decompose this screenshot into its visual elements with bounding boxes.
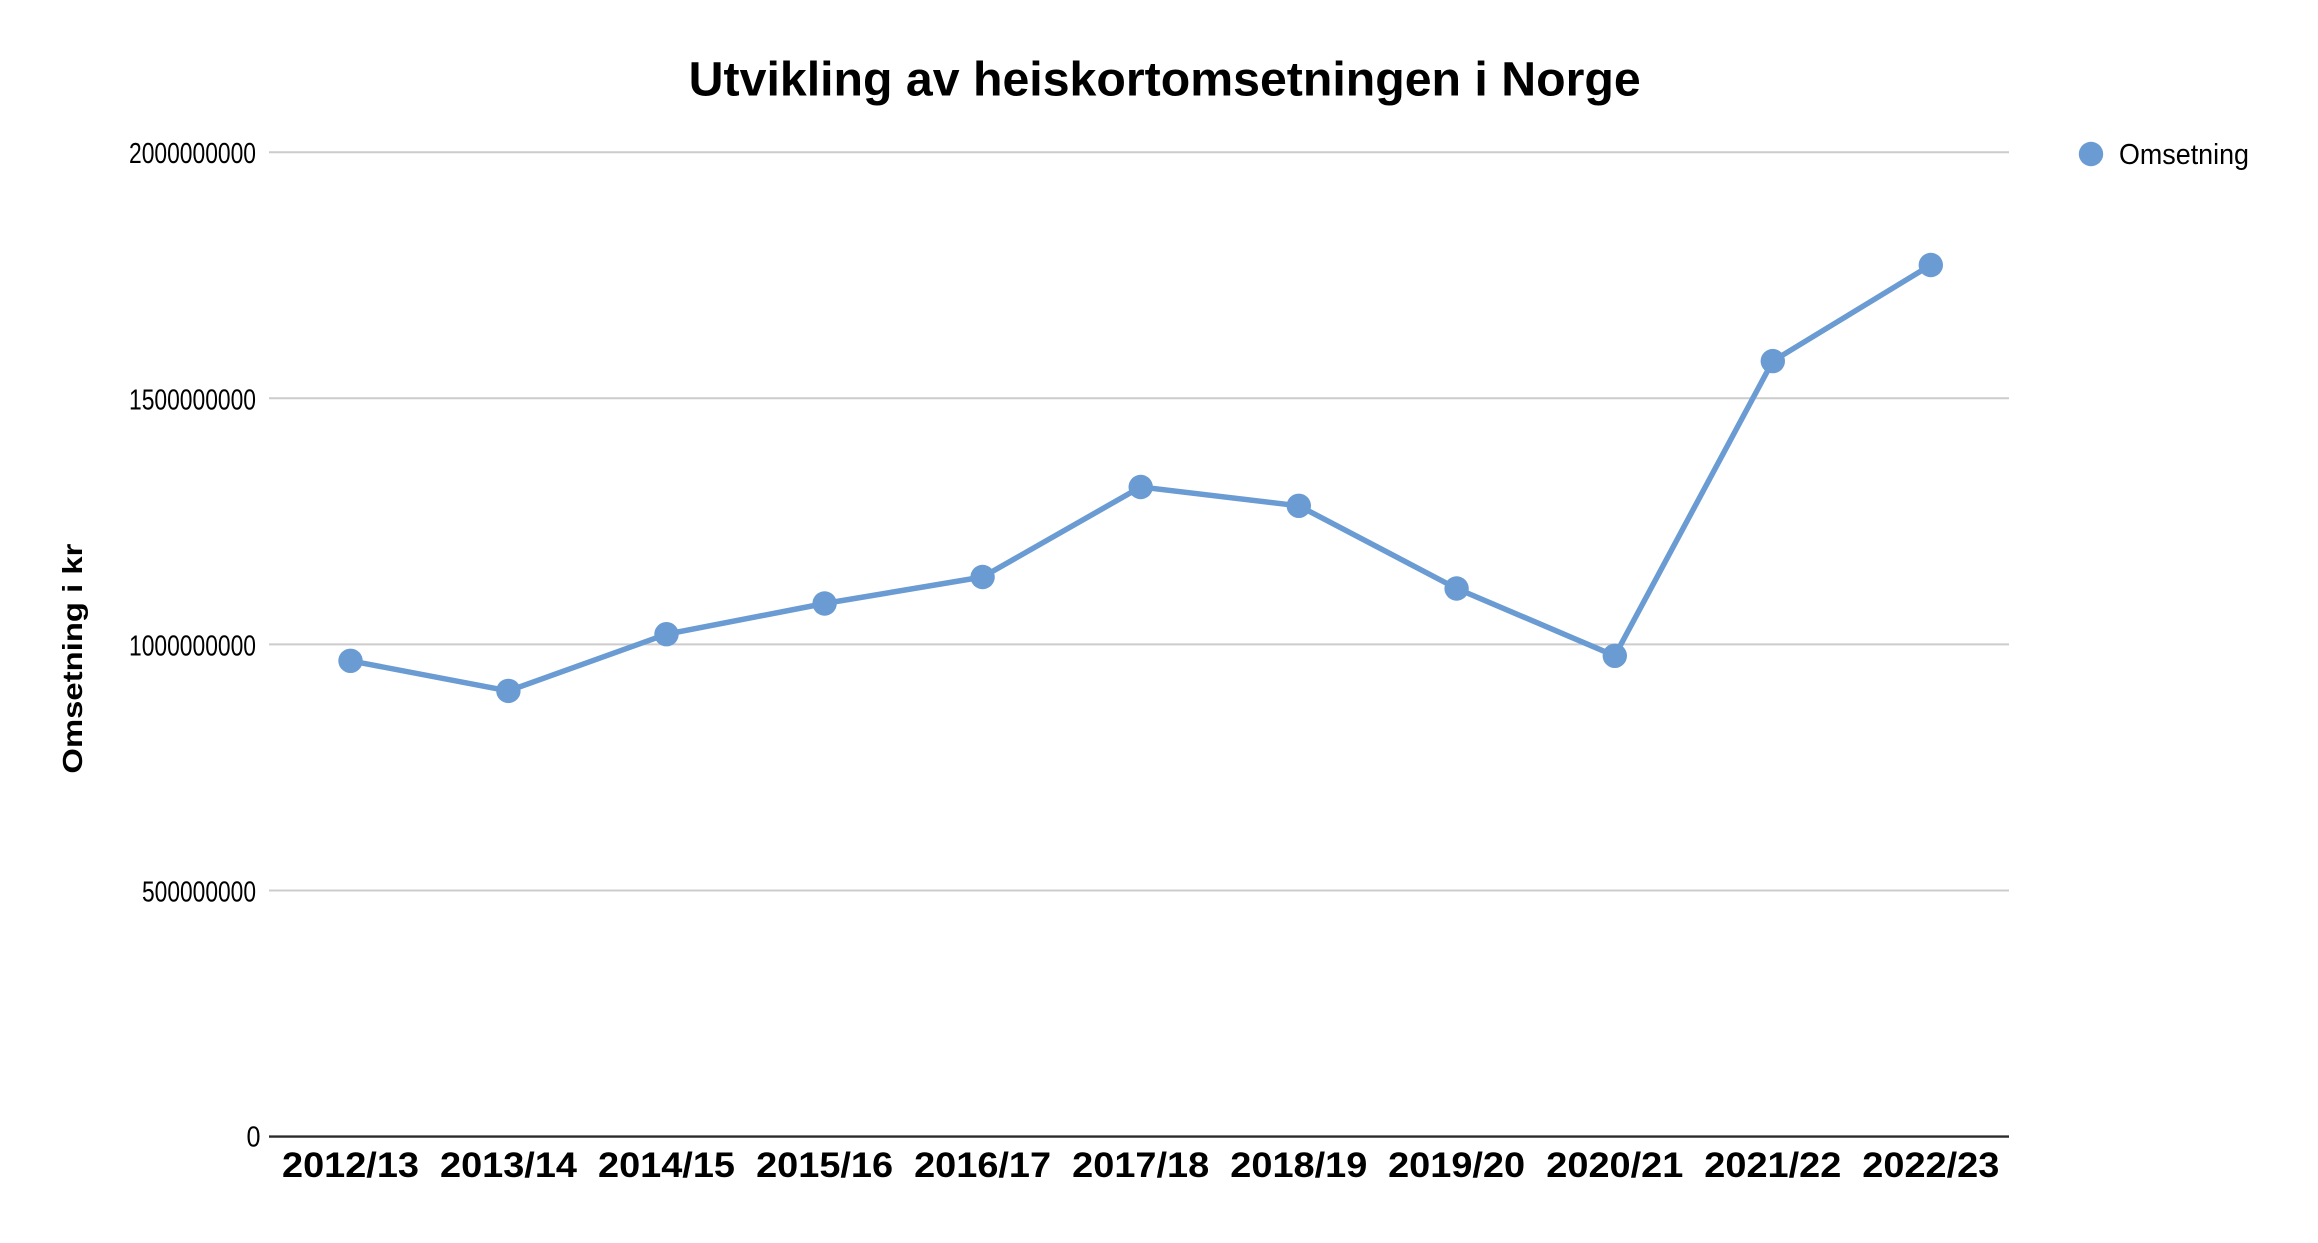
svg-text:1000000000: 1000000000 xyxy=(129,630,256,662)
svg-text:500000000: 500000000 xyxy=(142,877,256,909)
svg-text:2015/16: 2015/16 xyxy=(756,1146,893,1185)
svg-text:2018/19: 2018/19 xyxy=(1230,1146,1367,1185)
svg-text:Omsetning: Omsetning xyxy=(2119,139,2249,171)
svg-text:Utvikling av heiskortomsetning: Utvikling av heiskortomsetningen i Norge xyxy=(689,53,1641,106)
svg-text:2016/17: 2016/17 xyxy=(914,1146,1051,1185)
svg-text:2019/20: 2019/20 xyxy=(1388,1146,1525,1185)
svg-text:Omsetning i kr: Omsetning i kr xyxy=(57,543,88,773)
svg-text:2021/22: 2021/22 xyxy=(1704,1146,1841,1185)
svg-text:2013/14: 2013/14 xyxy=(440,1146,578,1185)
svg-text:2022/23: 2022/23 xyxy=(1862,1146,1999,1185)
svg-text:2012/13: 2012/13 xyxy=(282,1146,419,1185)
svg-text:2017/18: 2017/18 xyxy=(1072,1146,1209,1185)
svg-text:1500000000: 1500000000 xyxy=(129,384,256,416)
svg-text:2000000000: 2000000000 xyxy=(129,138,256,170)
svg-text:2020/21: 2020/21 xyxy=(1546,1146,1683,1185)
svg-text:2014/15: 2014/15 xyxy=(598,1146,735,1185)
svg-text:0: 0 xyxy=(247,1121,261,1153)
